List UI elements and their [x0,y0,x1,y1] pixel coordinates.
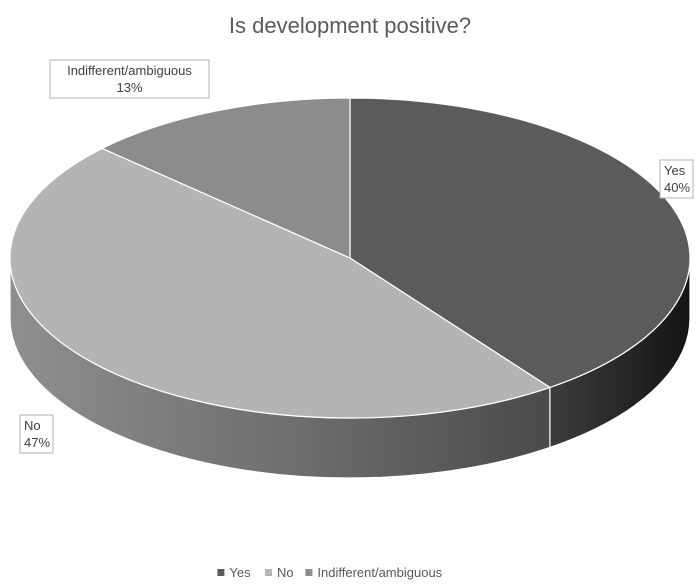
legend-label: No [277,565,294,580]
data-label-box [49,59,210,99]
data-label-box [659,159,694,199]
data-label-indifferent-ambiguous: Indifferent/ambiguous 13% [49,59,210,99]
legend-swatch [217,569,225,576]
data-label-category: Indifferent/ambiguous [67,63,192,78]
data-label-percent: 13% [116,80,142,95]
legend-label: Indifferent/ambiguous [317,565,442,580]
data-label-no: No 47% [19,414,54,454]
data-label-percent: 40% [664,180,690,195]
legend-item-yes: Yes [217,565,251,580]
pie-data-labels: Yes 40% No 47% Indifferent/ambiguous 13% [19,59,694,454]
data-label-box [19,414,54,454]
legend-swatch [265,569,272,576]
chart-title: Is development positive? [229,13,471,38]
data-label-percent: 47% [24,435,50,450]
pie-slice-indifferent-ambiguous [100,97,351,259]
pie-slice-yes [349,97,691,389]
legend-label: Yes [229,565,251,580]
data-label-category: No [24,418,41,433]
data-label-yes: Yes 40% [659,159,694,199]
legend-swatch [305,569,313,576]
data-label-category: Yes [664,163,686,178]
chart-legend: Yes No Indifferent/ambiguous [217,565,443,580]
legend-item-indifferent-ambiguous: Indifferent/ambiguous [305,565,443,580]
legend-item-no: No [265,565,294,580]
pie-top-slices [9,97,691,419]
pie-slice-no [9,147,552,419]
